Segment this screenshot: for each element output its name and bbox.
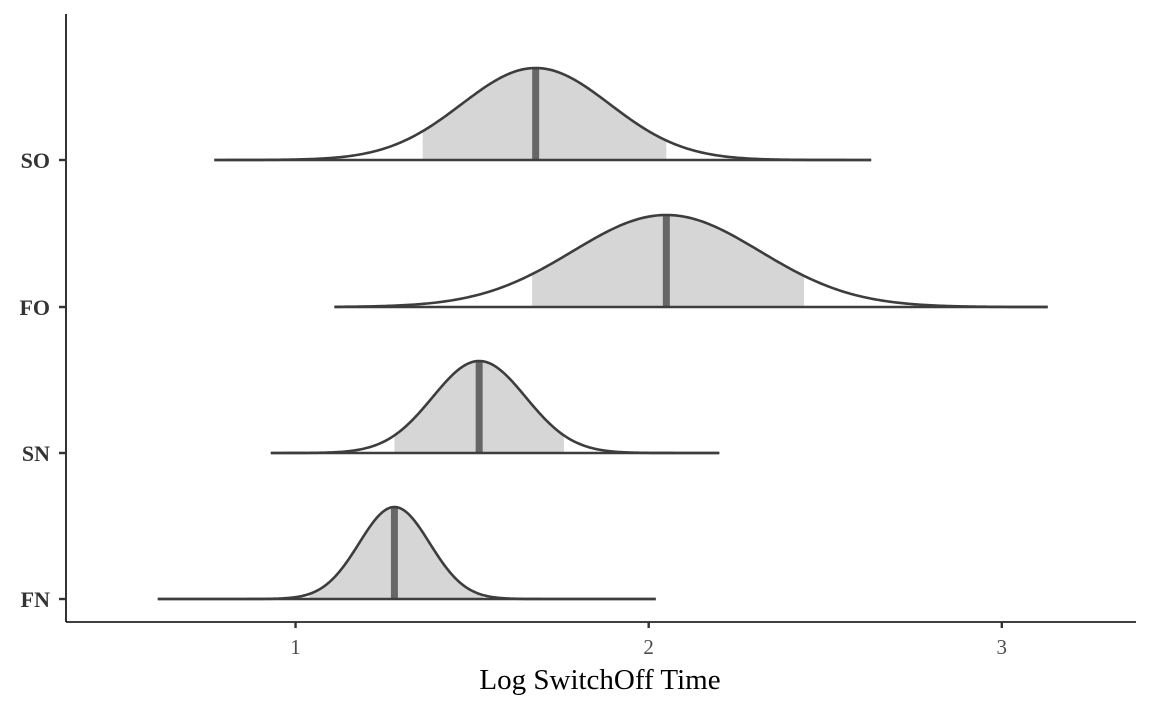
series-so [214,66,872,162]
y-tick-label: FN [21,587,50,612]
y-tick-label: SO [21,148,50,173]
x-tick-label: 1 [290,635,301,659]
x-tick-label: 2 [643,635,654,659]
series-sn [270,359,720,455]
y-tick-label: FO [19,295,50,320]
density-curve [334,213,1048,309]
series-fn [157,505,656,601]
y-tick-label: SN [22,441,50,466]
x-axis-title: Log SwitchOff Time [479,664,720,696]
x-axis: 1 2 3 [290,622,1007,659]
series-fo [334,213,1048,309]
plot-area [157,66,1048,601]
x-tick-label: 3 [997,635,1008,659]
y-axis: SO FO SN FN [19,148,66,612]
credible-interval-area [422,68,667,160]
